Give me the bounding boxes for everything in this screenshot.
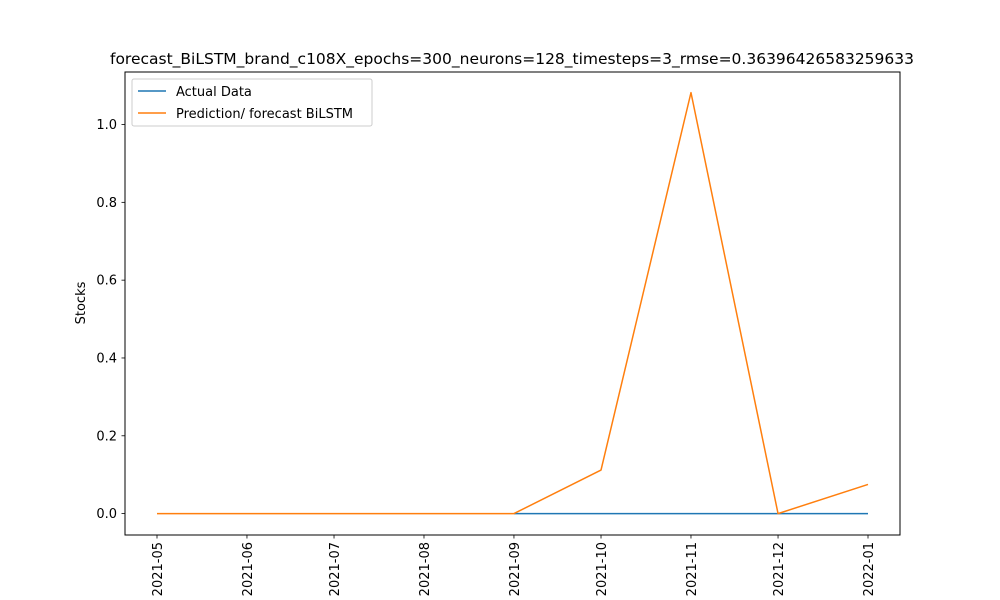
y-tick-label: 0.2 (96, 429, 117, 444)
x-tick-label: 2022-01 (862, 542, 877, 596)
x-tick-label: 2021-09 (508, 542, 523, 596)
x-tick-label: 2021-07 (328, 542, 343, 596)
x-axis: 2021-05 2021-06 2021-07 2021-08 2021-09 2021-… (151, 535, 877, 596)
x-tick-label: 2021-10 (595, 542, 610, 596)
y-tick-label: 1.0 (96, 118, 117, 133)
series-line-1 (157, 91, 869, 515)
legend-label-prediction: Prediction/ forecast BiLSTM (176, 107, 353, 122)
y-axis-label: Stocks (74, 281, 89, 324)
x-tick-label: 2021-08 (418, 542, 433, 596)
y-axis: 0.0 0.2 0.4 0.6 0.8 1.0 (96, 118, 125, 522)
x-tick-label: 2021-12 (772, 542, 787, 596)
y-tick-label: 0.4 (96, 351, 117, 366)
x-tick-label: 2021-05 (151, 542, 166, 596)
x-tick-label: 2021-11 (685, 542, 700, 596)
legend-box (131, 78, 373, 127)
y-tick-label: 0.6 (96, 274, 117, 289)
y-tick-label: 0.0 (96, 507, 117, 522)
legend: Actual Data Prediction/ forecast BiLSTM (131, 78, 373, 127)
legend-label-actual-data: Actual Data (176, 85, 252, 100)
plot-frame (124, 71, 901, 536)
chart-title: forecast_BiLSTM_brand_c108X_epochs=300_n… (110, 50, 914, 69)
x-tick-label: 2021-06 (241, 542, 256, 596)
series-layer (157, 91, 869, 515)
y-tick-label: 0.8 (96, 196, 117, 211)
